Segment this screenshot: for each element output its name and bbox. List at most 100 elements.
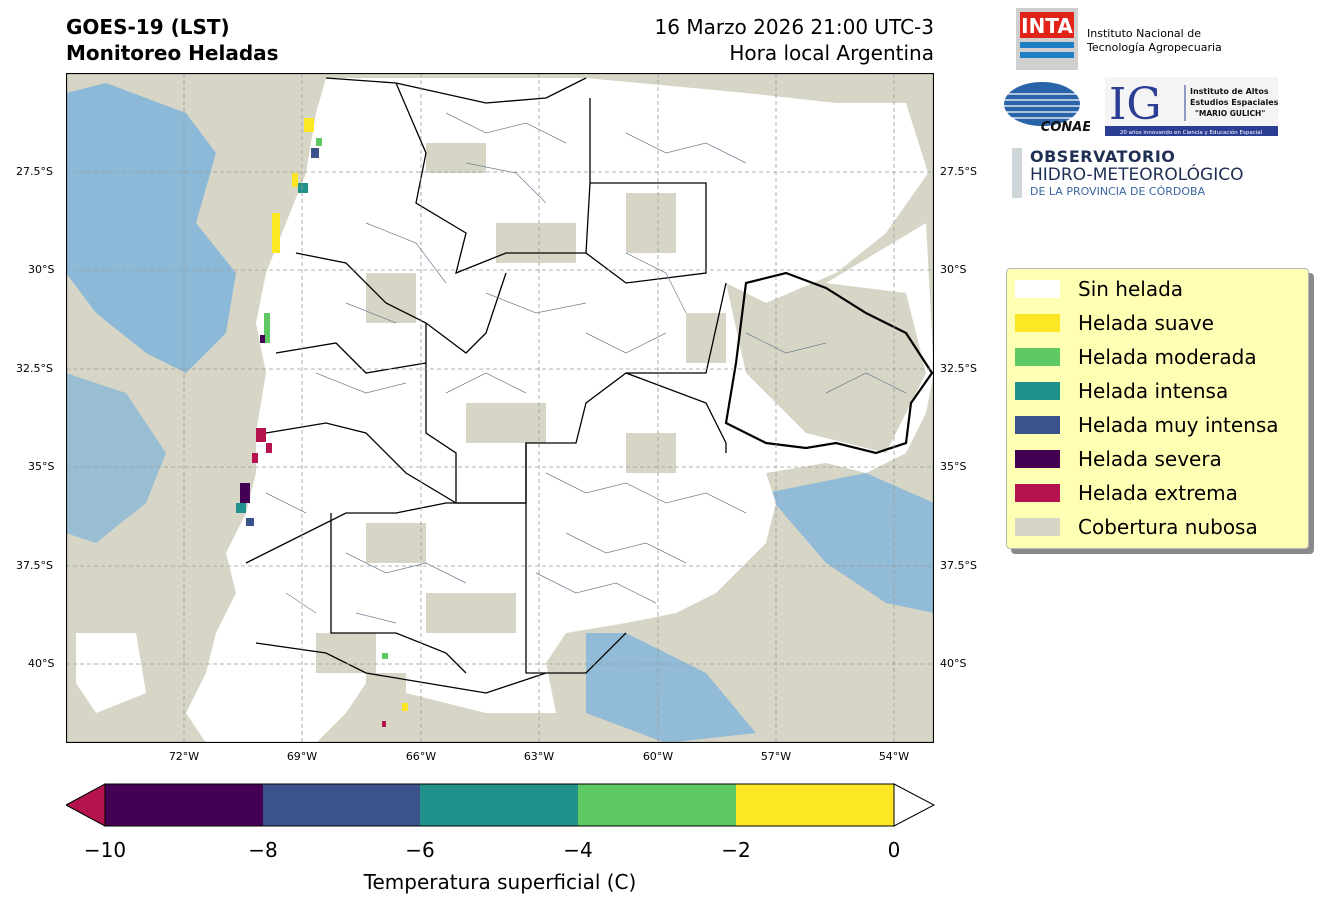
legend-label: Helada extrema — [1078, 481, 1238, 505]
lat-label-right: 32.5°S — [940, 362, 977, 375]
date-line-1: 16 Marzo 2026 21:00 UTC-3 — [654, 15, 934, 39]
colorbar-tick: 0 — [887, 838, 901, 862]
cloud-gap-west — [76, 633, 146, 713]
legend-item: Helada extrema — [1015, 481, 1238, 505]
inta-name: Instituto Nacional de Tecnología Agropec… — [1087, 27, 1222, 55]
cloud-patch — [466, 403, 546, 443]
lon-label: 57°W — [760, 750, 792, 763]
map-title: GOES-19 (LST) Monitoreo Heladas — [66, 14, 279, 66]
cloud-patch — [496, 223, 576, 263]
frost-pixel-moderada — [382, 653, 388, 659]
ig-tagline: 20 años innovando en Ciencia y Educación… — [1120, 129, 1263, 136]
legend-swatch — [1015, 280, 1060, 298]
legend-swatch — [1015, 484, 1060, 502]
legend-item: Cobertura nubosa — [1015, 515, 1258, 539]
lat-label-left: 37.5°S — [16, 559, 53, 572]
province-border — [275, 342, 427, 374]
legend-swatch — [1015, 382, 1060, 400]
province-border — [325, 77, 587, 104]
legend: Sin helada Helada suave Helada moderada … — [1006, 268, 1309, 549]
department-border — [535, 472, 747, 604]
lat-label-right: 40°S — [940, 657, 967, 670]
legend-label: Helada severa — [1078, 447, 1222, 471]
cloud-patch — [366, 523, 426, 563]
province-border — [585, 182, 707, 284]
observatorio-line-2: HIDRO-METEOROLÓGICO — [1030, 165, 1244, 185]
uruguay-border — [724, 271, 934, 455]
province-border — [330, 513, 467, 674]
legend-item: Helada intensa — [1015, 379, 1228, 403]
graticule — [66, 73, 934, 743]
colorbar-tick: −10 — [83, 838, 127, 862]
colorbar-segment-suave — [736, 784, 894, 826]
department-border — [345, 222, 687, 324]
cloud-patches — [316, 143, 876, 723]
colorbar-segment-severa — [105, 784, 263, 826]
ig-name-line-3: "MARIO GULICH" — [1195, 109, 1265, 118]
colorbar-tick: −6 — [405, 838, 435, 862]
conae-logo-text: CONAE — [1041, 120, 1090, 134]
lon-label: 66°W — [405, 750, 437, 763]
legend-swatch — [1015, 450, 1060, 468]
inta-logo-text: INTA — [1021, 14, 1073, 38]
frost-pixel-intensa — [298, 183, 308, 193]
frost-pixel-moderada — [316, 138, 322, 146]
lon-label: 63°W — [523, 750, 555, 763]
colorbar-segment-moderada — [578, 784, 736, 826]
lat-label-left: 32.5°S — [16, 362, 53, 375]
frost-pixels — [236, 118, 408, 727]
legend-item: Helada moderada — [1015, 345, 1257, 369]
colorbar — [64, 783, 936, 827]
department-border — [265, 492, 467, 624]
inta-name-line-1: Instituto Nacional de — [1087, 27, 1201, 40]
water-area-pacific-south — [66, 373, 166, 543]
map-timestamp: 16 Marzo 2026 21:00 UTC-3 Hora local Arg… — [655, 14, 934, 66]
ig-name-line-2: Estudios Espaciales — [1190, 98, 1278, 107]
legend-swatch — [1015, 314, 1060, 332]
colorbar-frame — [104, 783, 895, 827]
cloud-patch — [686, 313, 726, 363]
ig-name-line-1: Instituto de Altos — [1190, 87, 1269, 96]
frost-pixel-extrema — [266, 443, 272, 453]
colorbar-segment-intensa — [420, 784, 578, 826]
colorbar-graphic — [64, 783, 936, 827]
title-line-2: Monitoreo Heladas — [66, 41, 279, 65]
colorbar-tick: −8 — [248, 838, 278, 862]
cloud-patch — [626, 193, 676, 253]
province-borders — [245, 77, 727, 694]
lat-label-right: 30°S — [940, 263, 967, 276]
colorbar-extend-low — [64, 783, 106, 827]
department-border — [445, 112, 747, 204]
legend-swatch — [1015, 518, 1060, 536]
province-border — [265, 422, 457, 504]
frost-pixel-moderada — [264, 313, 270, 343]
land-clear-sky — [186, 78, 934, 743]
conae-logo: CONAE — [1004, 80, 1091, 138]
province-border — [625, 372, 727, 453]
lon-label: 54°W — [878, 750, 910, 763]
lon-label: 72°W — [168, 750, 200, 763]
frost-pixel-intensa — [236, 503, 246, 513]
legend-label: Helada suave — [1078, 311, 1214, 335]
inta-logo-mark: INTA — [1016, 8, 1078, 70]
frost-pixel-suave — [272, 213, 280, 253]
date-line-2: Hora local Argentina — [729, 41, 934, 65]
map-canvas — [66, 73, 934, 743]
observatorio-line-1: OBSERVATORIO — [1030, 147, 1176, 166]
legend-label: Helada intensa — [1078, 379, 1229, 403]
title-line-1: GOES-19 (LST) — [66, 15, 230, 39]
frost-pixel-muy-intensa — [311, 148, 319, 158]
legend-label: Cobertura nubosa — [1078, 515, 1258, 539]
frost-pixel-suave — [402, 703, 408, 711]
ig-logo-mark: IG Instituto de Altos Estudios Espaciale… — [1105, 79, 1279, 136]
frost-pixel-suave — [292, 173, 298, 187]
frost-pixel-extrema — [382, 721, 386, 727]
lat-label-right: 37.5°S — [940, 559, 977, 572]
map-frame — [66, 73, 934, 743]
lat-label-right: 35°S — [940, 460, 967, 473]
lat-label-left: 30°S — [28, 263, 55, 276]
frost-map — [66, 73, 934, 743]
frost-pixel-extrema — [256, 428, 266, 442]
department-borders — [265, 112, 907, 624]
legend-item: Sin helada — [1015, 277, 1183, 301]
